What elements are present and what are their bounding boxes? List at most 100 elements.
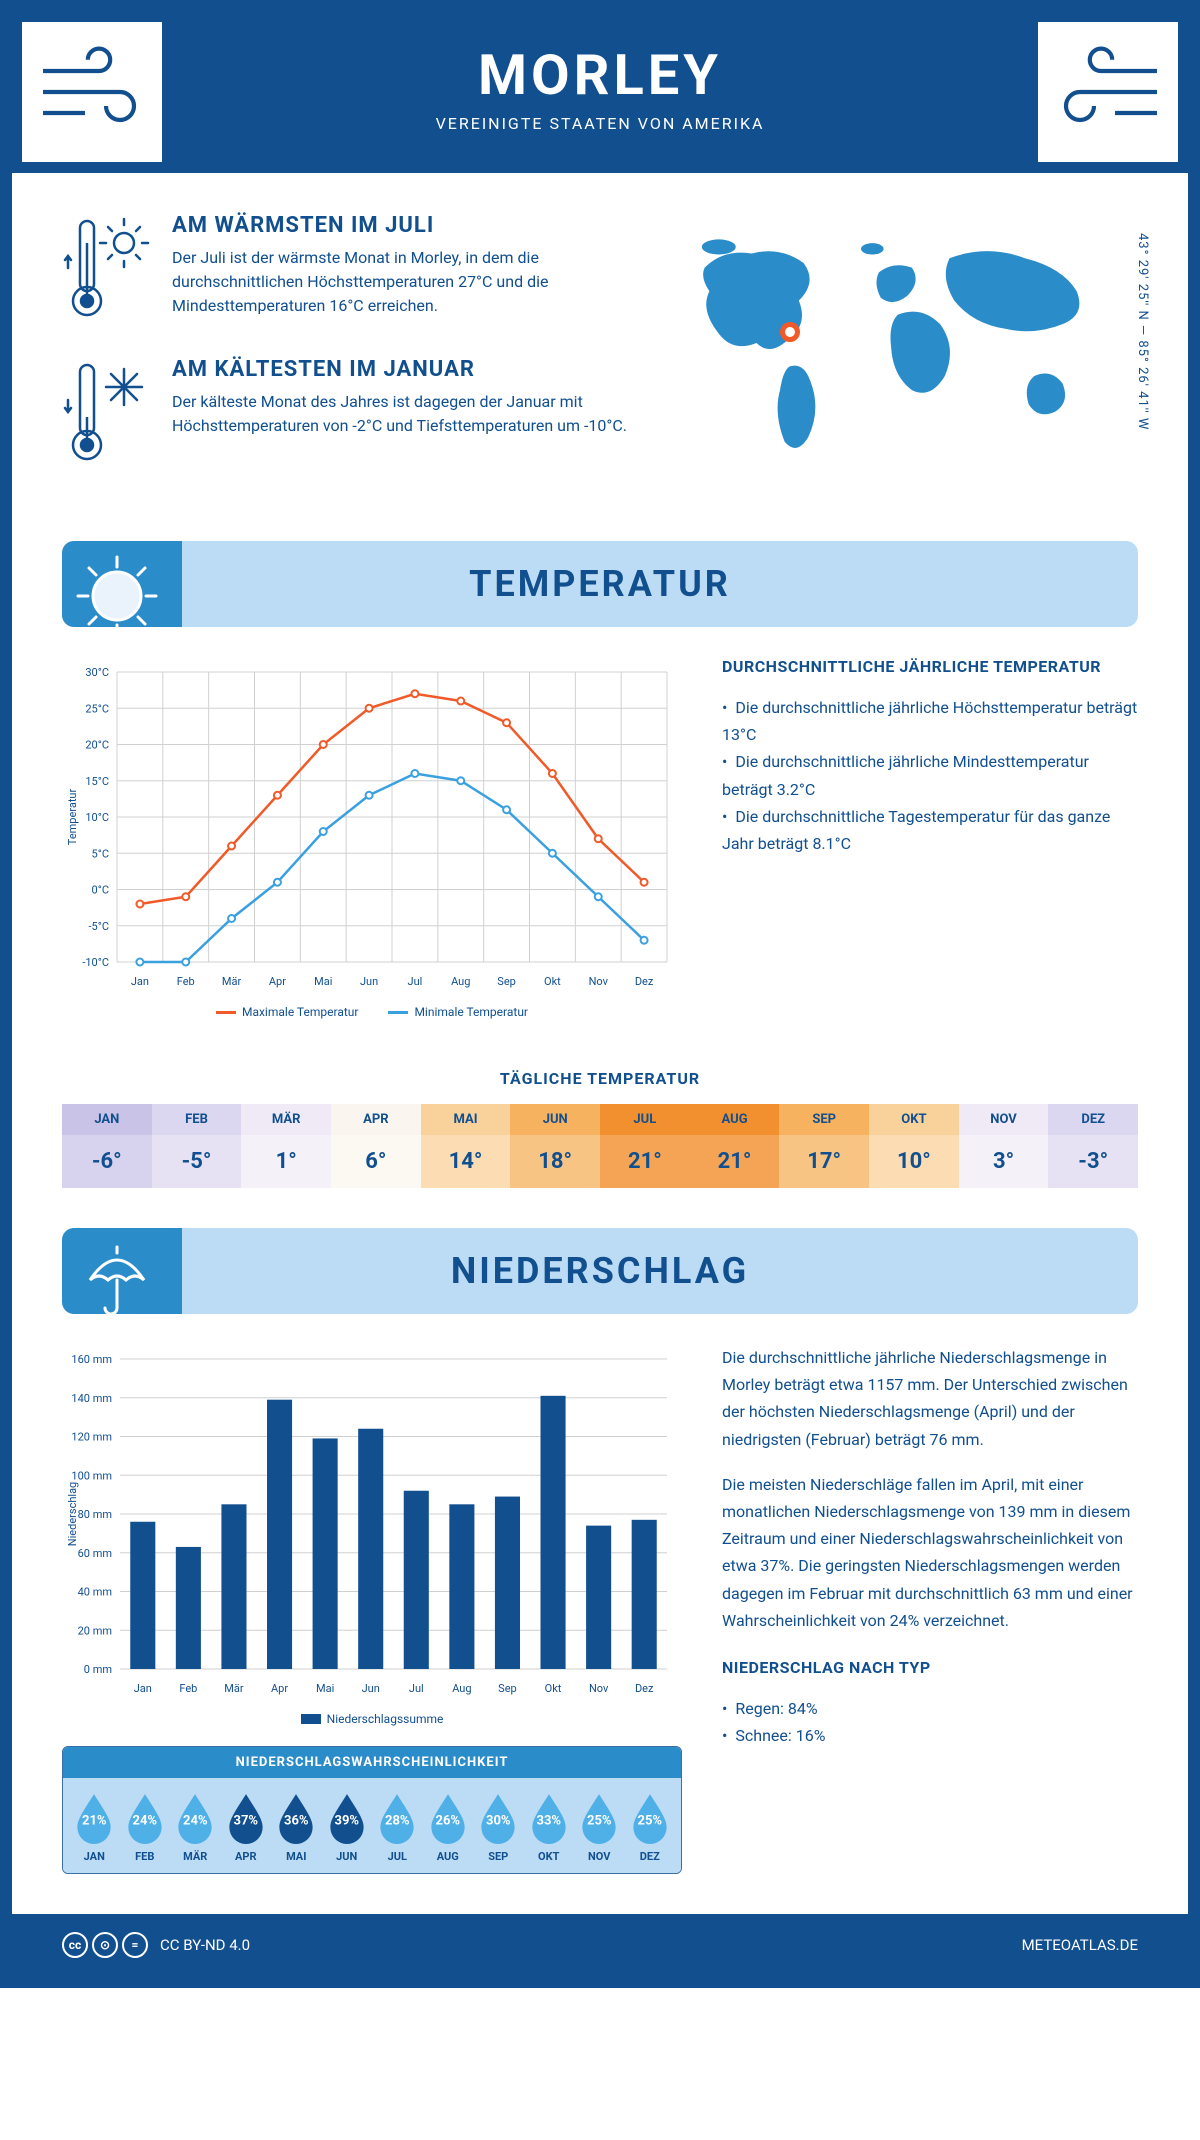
temperature-line-chart: -10°C-5°C0°C5°C10°C15°C20°C25°C30°CJanFe… bbox=[62, 657, 682, 997]
temp-table-cell: DEZ-3° bbox=[1048, 1104, 1138, 1188]
svg-text:Okt: Okt bbox=[545, 1682, 562, 1695]
warmest-block: AM WÄRMSTEN IM JULI Der Juli ist der wär… bbox=[62, 213, 627, 327]
svg-text:140 mm: 140 mm bbox=[71, 1392, 112, 1405]
svg-text:120 mm: 120 mm bbox=[71, 1431, 112, 1444]
svg-text:Jul: Jul bbox=[409, 1682, 424, 1695]
svg-text:10°C: 10°C bbox=[85, 811, 109, 824]
svg-text:80 mm: 80 mm bbox=[78, 1508, 112, 1521]
svg-text:60 mm: 60 mm bbox=[78, 1547, 112, 1560]
svg-text:30°C: 30°C bbox=[85, 666, 109, 679]
svg-text:Sep: Sep bbox=[498, 1682, 517, 1695]
temp-stats-list: Die durchschnittliche jährliche Höchstte… bbox=[722, 694, 1138, 857]
svg-text:Aug: Aug bbox=[451, 975, 470, 988]
temp-stat-item: Die durchschnittliche jährliche Höchstte… bbox=[722, 694, 1138, 748]
svg-text:Mär: Mär bbox=[224, 1682, 244, 1695]
chart-legend: Niederschlagssumme bbox=[62, 1712, 682, 1726]
temp-table-cell: JAN-6° bbox=[62, 1104, 152, 1188]
temp-stats-heading: DURCHSCHNITTLICHE JÄHRLICHE TEMPERATUR bbox=[722, 657, 1138, 676]
prob-heading: NIEDERSCHLAGSWAHRSCHEINLICHKEIT bbox=[63, 1747, 681, 1778]
page-title: MORLEY bbox=[32, 42, 1168, 108]
temp-table-cell: NOV3° bbox=[959, 1104, 1049, 1188]
world-map bbox=[667, 213, 1138, 473]
svg-text:40 mm: 40 mm bbox=[78, 1586, 112, 1599]
precip-type-list: Regen: 84%Schnee: 16% bbox=[722, 1695, 1138, 1749]
temp-table-cell: APR6° bbox=[331, 1104, 421, 1188]
wind-icon bbox=[22, 22, 162, 162]
page-subtitle: VEREINIGTE STAATEN VON AMERIKA bbox=[32, 114, 1168, 133]
svg-text:25°C: 25°C bbox=[85, 702, 109, 715]
svg-text:Sep: Sep bbox=[497, 975, 516, 988]
svg-text:Jan: Jan bbox=[131, 975, 149, 988]
precip-paragraph: Die meisten Niederschläge fallen im Apri… bbox=[722, 1471, 1138, 1634]
coldest-text: Der kälteste Monat des Jahres ist dagege… bbox=[172, 390, 627, 438]
chart-legend: Maximale Temperatur Minimale Temperatur bbox=[62, 1005, 682, 1019]
cc-license-icon: cc⊙= bbox=[62, 1932, 148, 1958]
page-footer: cc⊙= CC BY-ND 4.0 METEOATLAS.DE bbox=[12, 1914, 1188, 1976]
svg-text:Dez: Dez bbox=[635, 975, 654, 988]
warmest-heading: AM WÄRMSTEN IM JULI bbox=[172, 213, 627, 238]
svg-text:Apr: Apr bbox=[271, 1682, 288, 1695]
umbrella-icon bbox=[62, 1228, 182, 1314]
prob-drop: 24%FEB bbox=[120, 1792, 171, 1863]
precip-type-item: Schnee: 16% bbox=[722, 1722, 1138, 1749]
site-name: METEOATLAS.DE bbox=[1022, 1936, 1138, 1954]
prob-drop: 21%JAN bbox=[69, 1792, 120, 1863]
svg-text:Mär: Mär bbox=[222, 975, 242, 988]
temp-table-cell: AUG21° bbox=[690, 1104, 780, 1188]
svg-text:Feb: Feb bbox=[177, 975, 195, 988]
svg-text:Apr: Apr bbox=[269, 975, 286, 988]
prob-drop: 37%APR bbox=[221, 1792, 272, 1863]
section-title: NIEDERSCHLAG bbox=[82, 1250, 1118, 1292]
svg-text:100 mm: 100 mm bbox=[71, 1469, 112, 1482]
prob-drop: 28%JUL bbox=[372, 1792, 423, 1863]
niederschlag-banner: NIEDERSCHLAG bbox=[62, 1228, 1138, 1314]
precip-type-heading: NIEDERSCHLAG NACH TYP bbox=[722, 1658, 1138, 1677]
prob-drop: 25%DEZ bbox=[625, 1792, 676, 1863]
prob-drop: 25%NOV bbox=[574, 1792, 625, 1863]
svg-text:Aug: Aug bbox=[452, 1682, 471, 1695]
svg-text:Mai: Mai bbox=[314, 975, 332, 988]
temperatur-banner: TEMPERATUR bbox=[62, 541, 1138, 627]
daily-temp-heading: TÄGLICHE TEMPERATUR bbox=[12, 1069, 1188, 1088]
svg-text:Feb: Feb bbox=[179, 1682, 197, 1695]
temp-table-cell: SEP17° bbox=[779, 1104, 869, 1188]
temp-stat-item: Die durchschnittliche jährliche Mindestt… bbox=[722, 748, 1138, 802]
svg-text:Nov: Nov bbox=[589, 1682, 609, 1695]
sun-icon bbox=[62, 541, 182, 627]
svg-text:-5°C: -5°C bbox=[89, 920, 110, 933]
svg-text:160 mm: 160 mm bbox=[71, 1353, 112, 1366]
precip-paragraph: Die durchschnittliche jährliche Niedersc… bbox=[722, 1344, 1138, 1453]
daily-temp-table: JAN-6°FEB-5°MÄR1°APR6°MAI14°JUN18°JUL21°… bbox=[62, 1104, 1138, 1188]
thermometer-snow-icon bbox=[62, 357, 152, 471]
temp-table-cell: MAI14° bbox=[421, 1104, 511, 1188]
temp-table-cell: JUL21° bbox=[600, 1104, 690, 1188]
svg-text:0 mm: 0 mm bbox=[84, 1663, 112, 1676]
svg-text:Temperatur: Temperatur bbox=[66, 789, 79, 846]
coldest-heading: AM KÄLTESTEN IM JANUAR bbox=[172, 357, 627, 382]
svg-text:20 mm: 20 mm bbox=[78, 1624, 112, 1637]
svg-text:Okt: Okt bbox=[544, 975, 561, 988]
temp-table-cell: MÄR1° bbox=[241, 1104, 331, 1188]
prob-drop: 24%MÄR bbox=[170, 1792, 221, 1863]
prob-drop: 39%JUN bbox=[322, 1792, 373, 1863]
coldest-block: AM KÄLTESTEN IM JANUAR Der kälteste Mona… bbox=[62, 357, 627, 471]
license-text: CC BY-ND 4.0 bbox=[160, 1936, 250, 1954]
svg-text:Jan: Jan bbox=[134, 1682, 152, 1695]
precipitation-bar-chart: 0 mm 20 mm 40 mm 60 mm 80 mm 100 mm 120 mm 140 … bbox=[62, 1344, 682, 1704]
svg-text:Dez: Dez bbox=[635, 1682, 654, 1695]
temp-table-cell: JUN18° bbox=[510, 1104, 600, 1188]
svg-text:0°C: 0°C bbox=[92, 884, 109, 897]
svg-text:Niederschlag: Niederschlag bbox=[66, 1482, 79, 1546]
svg-text:Jul: Jul bbox=[408, 975, 423, 988]
svg-text:-10°C: -10°C bbox=[82, 956, 109, 969]
temp-stat-item: Die durchschnittliche Tagestemperatur fü… bbox=[722, 803, 1138, 857]
svg-text:Jun: Jun bbox=[362, 1682, 380, 1695]
thermometer-sun-icon bbox=[62, 213, 152, 327]
section-title: TEMPERATUR bbox=[82, 563, 1118, 605]
prob-drop: 36%MAI bbox=[271, 1792, 322, 1863]
svg-text:Mai: Mai bbox=[316, 1682, 334, 1695]
warmest-text: Der Juli ist der wärmste Monat in Morley… bbox=[172, 246, 627, 318]
wind-icon bbox=[1038, 22, 1178, 162]
prob-drop: 33%OKT bbox=[524, 1792, 575, 1863]
svg-text:Nov: Nov bbox=[589, 975, 609, 988]
